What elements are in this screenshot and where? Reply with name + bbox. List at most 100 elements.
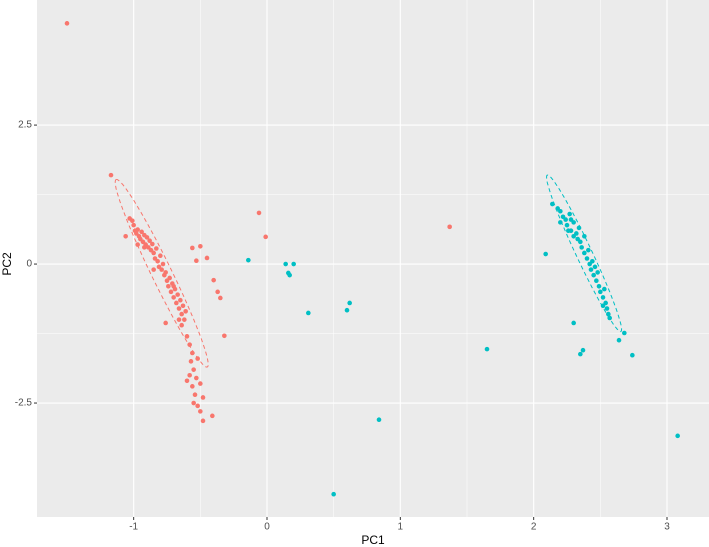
point bbox=[163, 270, 168, 275]
point bbox=[195, 403, 200, 409]
point bbox=[191, 367, 196, 372]
point bbox=[591, 272, 596, 278]
point bbox=[287, 272, 292, 278]
point bbox=[598, 289, 603, 295]
point bbox=[256, 210, 262, 216]
point bbox=[168, 289, 174, 295]
x-axis-title: PC1 bbox=[361, 533, 385, 547]
point bbox=[592, 264, 598, 270]
point bbox=[564, 222, 570, 228]
point bbox=[582, 233, 587, 239]
point bbox=[187, 372, 192, 378]
point bbox=[178, 297, 183, 303]
point bbox=[675, 433, 680, 439]
point bbox=[163, 320, 168, 326]
point bbox=[210, 413, 215, 419]
point bbox=[171, 295, 176, 300]
point bbox=[604, 306, 610, 311]
point bbox=[218, 295, 223, 301]
point bbox=[566, 228, 571, 234]
point bbox=[586, 247, 591, 253]
point bbox=[215, 289, 220, 295]
point bbox=[123, 233, 128, 239]
point bbox=[211, 277, 216, 283]
point bbox=[194, 258, 199, 264]
point bbox=[147, 238, 152, 244]
point bbox=[580, 347, 586, 353]
point bbox=[190, 350, 195, 356]
point bbox=[606, 311, 611, 317]
point bbox=[222, 333, 227, 339]
point bbox=[151, 250, 156, 256]
point bbox=[447, 224, 452, 230]
point bbox=[131, 222, 136, 228]
point bbox=[135, 242, 140, 247]
point bbox=[602, 286, 607, 292]
panel bbox=[37, 0, 709, 517]
point bbox=[198, 243, 203, 249]
point bbox=[174, 300, 179, 306]
point bbox=[158, 253, 163, 259]
point bbox=[154, 246, 159, 251]
point bbox=[198, 381, 203, 386]
point bbox=[195, 356, 200, 361]
point bbox=[159, 267, 164, 272]
point bbox=[184, 334, 190, 339]
y-axis-title: PC2 bbox=[0, 252, 14, 276]
point bbox=[155, 258, 160, 264]
point bbox=[108, 172, 114, 178]
ellipse bbox=[546, 174, 623, 333]
x-tick-label: -1 bbox=[129, 522, 138, 533]
point bbox=[630, 352, 635, 358]
point bbox=[607, 315, 612, 321]
point bbox=[180, 303, 186, 309]
point bbox=[588, 267, 594, 272]
point bbox=[150, 241, 155, 247]
point bbox=[187, 342, 192, 347]
point bbox=[596, 283, 602, 289]
point bbox=[563, 217, 568, 222]
point bbox=[198, 409, 203, 414]
point bbox=[142, 245, 147, 250]
point bbox=[344, 307, 350, 313]
point bbox=[200, 418, 206, 424]
point bbox=[376, 417, 382, 423]
point bbox=[578, 351, 583, 357]
point bbox=[574, 231, 579, 236]
point bbox=[567, 211, 572, 217]
point bbox=[130, 218, 135, 223]
point bbox=[194, 375, 199, 381]
point bbox=[135, 227, 140, 232]
point bbox=[600, 295, 606, 300]
point bbox=[347, 300, 352, 306]
y-tick-label: 2.5 bbox=[18, 120, 32, 131]
point bbox=[582, 250, 587, 256]
point bbox=[160, 261, 166, 267]
point bbox=[182, 317, 187, 322]
point bbox=[167, 275, 172, 281]
point bbox=[144, 235, 150, 240]
point bbox=[484, 346, 490, 352]
point bbox=[184, 378, 190, 384]
point bbox=[543, 251, 548, 257]
point bbox=[166, 283, 171, 289]
point bbox=[183, 309, 188, 314]
point bbox=[191, 400, 196, 406]
point bbox=[200, 395, 206, 400]
point bbox=[176, 306, 182, 311]
point bbox=[283, 261, 288, 267]
x-tick-label: 2 bbox=[531, 522, 537, 533]
point bbox=[584, 256, 590, 261]
point bbox=[331, 491, 336, 497]
point bbox=[616, 337, 622, 343]
point bbox=[306, 310, 311, 316]
x-tick-label: 1 bbox=[398, 522, 404, 533]
point bbox=[151, 267, 156, 272]
point bbox=[576, 225, 582, 231]
grid bbox=[37, 0, 709, 517]
point bbox=[568, 217, 574, 222]
point bbox=[578, 239, 583, 245]
marks bbox=[64, 21, 680, 497]
